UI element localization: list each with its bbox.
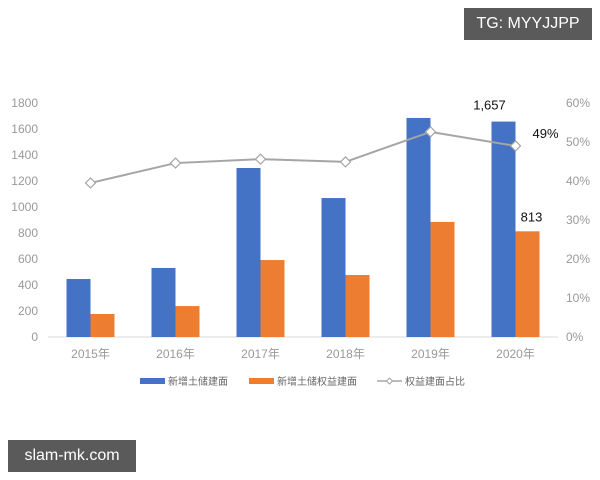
x-tick-label: 2016年: [156, 347, 195, 361]
bar-new-land: [321, 198, 346, 337]
bar-equity-land: [515, 231, 540, 337]
y2-tick-label: 20%: [566, 252, 590, 266]
y-tick-label: 1600: [11, 122, 38, 136]
legend-diamond-icon: [385, 377, 394, 385]
legend-label: 新增土储建面: [168, 375, 228, 388]
y-tick-label: 1800: [11, 96, 38, 110]
diamond-marker-icon: [254, 153, 267, 166]
y2-tick-label: 40%: [566, 174, 590, 188]
bar-new-land: [406, 117, 431, 337]
bar-new-land: [491, 121, 516, 337]
y-tick-label: 1400: [11, 148, 38, 162]
y-tick-label: 800: [18, 226, 38, 240]
legend-label: 新增土储权益建面: [277, 375, 357, 388]
legend-label: 权益建面占比: [405, 375, 465, 388]
y-tick-label: 200: [18, 304, 38, 318]
y-tick-label: 600: [18, 252, 38, 266]
bar-new-land: [236, 168, 261, 337]
bar-equity-land: [90, 313, 115, 337]
label-2020-ratio: 49%: [532, 126, 558, 141]
y2-tick-label: 0%: [566, 330, 584, 344]
bar-equity-land: [260, 260, 285, 337]
x-tick-label: 2019年: [411, 347, 450, 361]
legend-swatch-orange: [249, 378, 274, 384]
y2-tick-label: 60%: [566, 96, 590, 110]
bar-equity-land: [175, 306, 200, 337]
diamond-marker-icon: [509, 140, 522, 152]
legend-swatch-blue: [140, 378, 165, 384]
x-tick-label: 2017年: [241, 347, 280, 361]
y-tick-label: 1000: [11, 200, 38, 214]
label-2020-new-land: 1,657: [473, 98, 506, 113]
diamond-marker-icon: [339, 156, 352, 168]
bar-new-land: [151, 267, 176, 337]
diamond-marker-icon: [169, 157, 182, 169]
y2-tick-label: 50%: [566, 135, 590, 149]
watermark-site: slam-mk.com: [8, 440, 136, 472]
diamond-marker-icon: [424, 126, 437, 138]
watermark-telegram: TG: MYYJJPP: [464, 8, 592, 40]
y2-tick-label: 10%: [566, 291, 590, 305]
y-tick-label: 400: [18, 278, 38, 292]
y-tick-label: 1200: [11, 174, 38, 188]
y2-tick-label: 30%: [566, 213, 590, 227]
x-tick-label: 2020年: [496, 347, 535, 361]
x-tick-label: 2018年: [326, 347, 365, 361]
ratio-line: [90, 130, 516, 184]
bar-equity-land: [345, 274, 370, 337]
x-tick-label: 2015年: [71, 347, 110, 361]
label-2020-equity-land: 813: [521, 209, 543, 224]
bar-equity-land: [430, 221, 455, 337]
bar-new-land: [66, 279, 91, 337]
y-tick-label: 0: [31, 330, 38, 344]
diamond-marker-icon: [84, 177, 97, 189]
